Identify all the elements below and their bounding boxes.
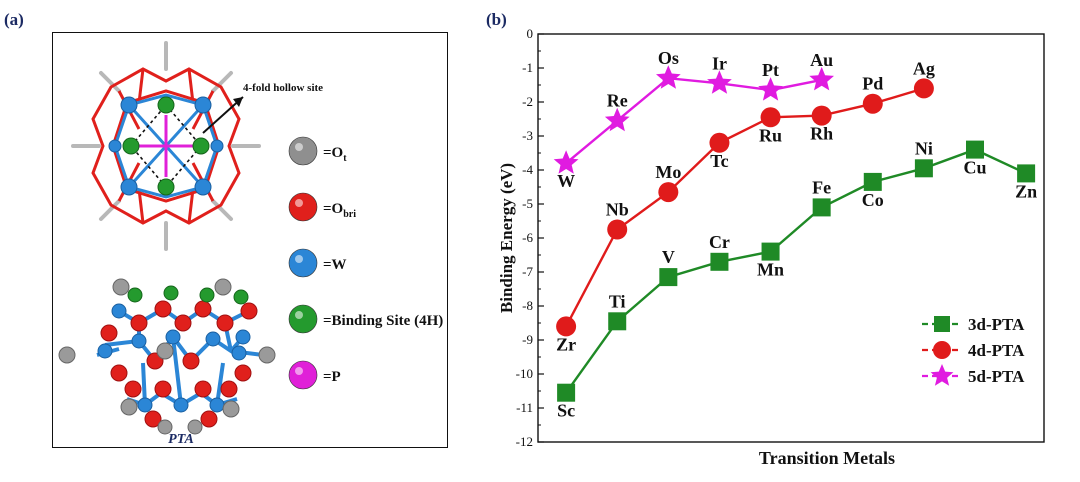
y-tick-label: -1 bbox=[522, 60, 533, 75]
legend-label-3d-PTA: 3d-PTA bbox=[968, 315, 1025, 334]
legend-marker-3d-PTA bbox=[934, 316, 950, 332]
chart-axes: 0 -1 -2 -3 -4 -5 -6 -7 -8 -9 -10 -11 -12 Binding Ener… bbox=[497, 26, 1045, 468]
legend-label-4d-PTA: 4d-PTA bbox=[968, 341, 1025, 360]
structure-panel: 4-fold hollow site bbox=[52, 32, 448, 448]
data-point-Tc bbox=[709, 132, 730, 153]
series-3d-PTA: Sc Ti V Cr Mn Fe Co Ni Cu Zn bbox=[557, 138, 1037, 421]
hollow-site-annotation: 4-fold hollow site bbox=[243, 82, 323, 94]
y-tick-label: -6 bbox=[522, 230, 533, 245]
atom-legend-swatch-p bbox=[288, 360, 318, 390]
series-5d-PTA: W Re Os Ir Pt Au bbox=[553, 48, 834, 191]
point-label-Ti: Ti bbox=[609, 291, 626, 311]
series-4d-PTA: Zr Nb Mo Tc Ru Rh Pd Ag bbox=[556, 58, 935, 354]
atom-legend-label-bs: =Binding Site (4H) bbox=[323, 313, 443, 329]
point-label-Nb: Nb bbox=[606, 200, 629, 220]
point-label-Pd: Pd bbox=[862, 74, 883, 94]
pta-side-view bbox=[58, 278, 276, 435]
point-label-Co: Co bbox=[862, 190, 884, 210]
point-label-Re: Re bbox=[607, 91, 628, 111]
point-label-Cr: Cr bbox=[709, 232, 730, 252]
data-point-Mo bbox=[658, 182, 679, 203]
data-point-Zr bbox=[556, 316, 577, 337]
y-tick-label: -11 bbox=[516, 400, 533, 415]
point-label-Mn: Mn bbox=[757, 260, 784, 280]
data-point-Rh bbox=[811, 105, 832, 126]
y-tick-label: 0 bbox=[527, 26, 534, 41]
y-tick-label: -4 bbox=[522, 162, 533, 177]
legend-label-5d-PTA: 5d-PTA bbox=[968, 367, 1025, 386]
y-tick-label: -8 bbox=[522, 298, 533, 313]
data-point-Au bbox=[809, 66, 834, 91]
point-label-Tc: Tc bbox=[710, 151, 728, 171]
data-point-Fe bbox=[812, 198, 831, 217]
y-tick-label: -3 bbox=[522, 128, 533, 143]
data-point-W bbox=[553, 150, 579, 174]
atom-legend-label-obri: =Obri bbox=[323, 201, 356, 220]
atom-legend-swatch-bs bbox=[288, 304, 318, 334]
legend-marker-5d-PTA bbox=[930, 364, 954, 386]
point-label-Ru: Ru bbox=[759, 125, 782, 145]
data-point-Mn bbox=[761, 242, 780, 261]
point-label-Au: Au bbox=[810, 50, 833, 70]
atom-legend-swatch-ot bbox=[288, 136, 318, 166]
data-point-Ag bbox=[913, 78, 934, 99]
atom-legend-label-w: =W bbox=[323, 257, 347, 273]
atom-legend-sub-ot: t bbox=[343, 153, 347, 164]
atom-legend-swatch-obri bbox=[288, 192, 318, 222]
y-tick-label: -5 bbox=[522, 196, 533, 211]
y-tick-label: -7 bbox=[522, 264, 533, 279]
y-tick-label: -10 bbox=[516, 366, 533, 381]
point-label-Cu: Cu bbox=[963, 158, 986, 178]
y-tick-label: -12 bbox=[516, 434, 533, 449]
point-label-W: W bbox=[557, 171, 575, 191]
data-point-Sc bbox=[557, 383, 576, 402]
panel-a-tag: (a) bbox=[4, 10, 24, 29]
data-point-Cu bbox=[966, 140, 984, 159]
panel-b-tag: (b) bbox=[486, 10, 507, 29]
atom-legend: =Ot =Obri =W =Binding Site (4H) =P bbox=[288, 136, 443, 390]
pta-structure-illustration: 4-fold hollow site bbox=[58, 41, 443, 447]
data-point-Cr bbox=[710, 252, 729, 271]
y-axis-label: Binding Energy (eV) bbox=[497, 163, 516, 313]
point-label-Zr: Zr bbox=[556, 334, 576, 354]
data-point-Ni bbox=[914, 159, 933, 178]
chart-series: Sc Ti V Cr Mn Fe Co Ni Cu Zn Zr Nb Mo Tc Ru Rh Pd Ag W Re Os… bbox=[553, 48, 1037, 421]
chart-legend: 3d-PTA 4d-PTA 5d-PTA bbox=[922, 315, 1025, 386]
y-tick-label: -2 bbox=[522, 94, 533, 109]
point-label-Mo: Mo bbox=[655, 162, 681, 182]
point-label-Ir: Ir bbox=[712, 53, 727, 73]
data-point-Nb bbox=[607, 219, 628, 240]
binding-energy-chart: 0 -1 -2 -3 -4 -5 -6 -7 -8 -9 -10 -11 -12 Binding Ener… bbox=[497, 26, 1045, 468]
point-label-Os: Os bbox=[658, 48, 679, 68]
data-point-Pt bbox=[758, 77, 783, 101]
data-point-Zn bbox=[1017, 164, 1036, 183]
point-label-Rh: Rh bbox=[810, 124, 833, 144]
point-label-Ni: Ni bbox=[915, 138, 933, 158]
y-tick-label: -9 bbox=[522, 332, 533, 347]
legend-marker-4d-PTA bbox=[933, 341, 951, 359]
point-label-Pt: Pt bbox=[762, 60, 779, 80]
data-point-V bbox=[659, 268, 678, 287]
x-axis-label: Transition Metals bbox=[759, 448, 895, 468]
pta-caption: PTA bbox=[168, 432, 194, 447]
data-point-Re bbox=[604, 107, 630, 132]
atom-legend-label-p: =P bbox=[323, 369, 341, 385]
data-point-Co bbox=[863, 172, 882, 191]
series-line-3d-PTA bbox=[565, 148, 1027, 394]
atom-legend-label-ot: =Ot bbox=[323, 145, 347, 164]
series-line-5d-PTA bbox=[565, 76, 822, 165]
point-label-Ag: Ag bbox=[913, 58, 935, 78]
point-label-Sc: Sc bbox=[557, 401, 575, 421]
data-point-Ru bbox=[760, 107, 781, 128]
data-point-Ti bbox=[608, 312, 627, 331]
atom-legend-sub-obri: bri bbox=[343, 209, 356, 220]
pta-top-view bbox=[71, 41, 261, 251]
point-label-Zn: Zn bbox=[1015, 181, 1037, 201]
data-point-Os bbox=[656, 65, 681, 89]
data-point-Pd bbox=[862, 93, 883, 114]
point-label-Fe: Fe bbox=[812, 177, 831, 197]
data-point-Ir bbox=[707, 70, 732, 94]
point-label-V: V bbox=[662, 247, 675, 267]
atom-legend-swatch-w bbox=[288, 248, 318, 278]
